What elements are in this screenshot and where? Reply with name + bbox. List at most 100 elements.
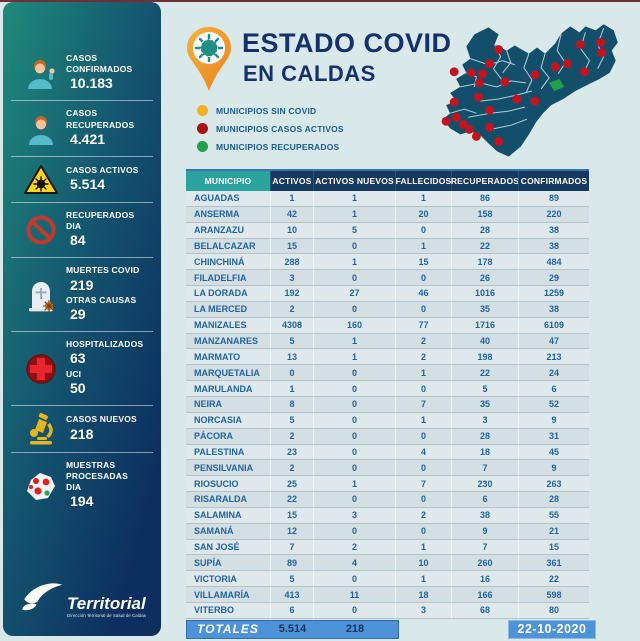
stat-casos-confirmados: CASOS CONFIRMADOS 10.183 <box>11 46 153 102</box>
value-cell: 21 <box>518 523 589 540</box>
stats-sidebar: CASOS CONFIRMADOS 10.183 CASOS RECUPERADO… <box>3 2 161 636</box>
stat-casos-activos: CASOS ACTIVOS 5.514 <box>11 157 153 203</box>
page-title: ESTADO COVID <box>242 28 452 58</box>
warning-virus-icon <box>23 164 59 195</box>
tombstone-icon <box>23 277 59 313</box>
table-row: NEIRA 8 0 7 35 52 <box>186 396 589 413</box>
person-recovered-icon <box>23 113 59 145</box>
stat-muestras-procesadas-dia: MUESTRAS PROCESADAS DIA 194 <box>11 453 153 519</box>
table-row: CHINCHINÁ 288 1 15 178 484 <box>186 254 589 271</box>
table-row: PÁCORA 2 0 0 28 31 <box>186 428 589 445</box>
table-row: SAN JOSÉ 7 2 1 7 15 <box>186 539 589 556</box>
value-cell: 1 <box>395 191 451 207</box>
value-cell: 35 <box>451 301 518 318</box>
table-row: MARULANDA 1 0 0 5 6 <box>186 381 589 397</box>
value-cell: 0 <box>395 428 451 445</box>
stat-value: 194 <box>70 493 94 510</box>
territorial-swoosh-icon <box>19 579 65 618</box>
value-cell: 26 <box>451 270 518 287</box>
value-cell: 2 <box>270 460 313 477</box>
value-cell: 0 <box>313 523 395 540</box>
value-cell: 1 <box>313 254 395 271</box>
legend-label: MUNICIPIOS SIN COVID <box>216 105 317 116</box>
value-cell: 0 <box>313 412 395 429</box>
table-row: MARQUETALIA 0 0 1 22 24 <box>186 365 589 382</box>
value-cell: 1 <box>313 476 395 493</box>
stat-label: HOSPITALIZADOS <box>66 339 144 350</box>
stat-casos-nuevos: CASOS NUEVOS 218 <box>11 406 153 454</box>
legend-item-municipios-casos-activos: MUNICIPIOS CASOS ACTIVOS <box>197 123 344 134</box>
value-cell: 213 <box>518 349 589 366</box>
value-cell: 28 <box>451 222 518 239</box>
value-cell: 80 <box>518 602 589 619</box>
legend-label: MUNICIPIOS CASOS ACTIVOS <box>216 123 344 134</box>
brand-tagline: Dirección Territorial de Salud de Caldas <box>67 613 146 618</box>
value-cell: 89 <box>270 555 313 572</box>
value-cell: 0 <box>313 270 395 287</box>
municipio-cell: VITERBO <box>186 602 270 619</box>
municipio-cell: CHINCHINÁ <box>186 254 270 271</box>
stat-casos-recuperados: CASOS RECUPERADOS 4.421 <box>11 101 153 157</box>
municipios-sin-covid-dot-icon <box>197 105 208 116</box>
municipio-cell: RIOSUCIO <box>186 476 270 493</box>
table-row: LA MERCED 2 0 0 35 38 <box>186 301 589 318</box>
value-cell: 0 <box>313 571 395 588</box>
value-cell: 1259 <box>518 286 589 302</box>
municipio-cell: PALESTINA <box>186 444 270 461</box>
value-cell: 2 <box>395 349 451 366</box>
stat-hospitalizados: HOSPITALIZADOS 63 UCI 50 <box>11 332 153 407</box>
value-cell: 15 <box>270 507 313 524</box>
stat-value: 218 <box>70 425 94 442</box>
recovered-municipality-patch <box>549 78 565 91</box>
value-cell: 0 <box>313 301 395 318</box>
value-cell: 12 <box>270 523 313 540</box>
value-cell: 2 <box>395 333 451 350</box>
value-cell: 7 <box>395 476 451 493</box>
municipio-cell: MANIZALES <box>186 317 270 334</box>
value-cell: 0 <box>313 602 395 619</box>
stat-value: 84 <box>70 232 86 249</box>
value-cell: 598 <box>518 587 589 603</box>
table-row: VITERBO 6 0 3 68 80 <box>186 602 589 619</box>
value-cell: 20 <box>395 206 451 223</box>
stat-value: 29 <box>70 305 86 322</box>
table-row: NORCASIA 5 0 1 3 9 <box>186 412 589 429</box>
value-cell: 1 <box>395 412 451 429</box>
municipio-cell: MANZANARES <box>186 333 270 350</box>
table-header-row: MUNICIPIO ACTIVOS ACTIVOS NUEVOS FALLECIDOS… <box>186 169 589 191</box>
value-cell: 0 <box>313 381 395 397</box>
value-cell: 25 <box>270 476 313 493</box>
table-row: RISARALDA 22 0 0 6 28 <box>186 492 589 508</box>
value-cell: 198 <box>451 349 518 366</box>
value-cell: 22 <box>270 492 313 508</box>
value-cell: 10 <box>270 222 313 239</box>
value-cell: 263 <box>518 476 589 493</box>
stat-label: UCI <box>66 368 82 379</box>
value-cell: 27 <box>313 286 395 302</box>
value-cell: 10 <box>395 555 451 572</box>
table-row: PENSILVANIA 2 0 0 7 9 <box>186 460 589 477</box>
table-row: BELALCAZAR 15 0 1 22 38 <box>186 238 589 255</box>
table-row: RIOSUCIO 25 1 7 230 263 <box>186 476 589 493</box>
value-cell: 0 <box>395 460 451 477</box>
value-cell: 0 <box>313 396 395 413</box>
value-cell: 1 <box>395 571 451 588</box>
municipio-cell: LA MERCED <box>186 301 270 318</box>
value-cell: 28 <box>518 492 589 508</box>
value-cell: 55 <box>518 507 589 524</box>
table-row: ANSERMA 42 1 20 158 220 <box>186 206 589 223</box>
municipio-cell: VICTORIA <box>186 571 270 588</box>
value-cell: 7 <box>451 539 518 556</box>
value-cell: 1 <box>313 206 395 223</box>
stat-value: 219 <box>70 276 94 293</box>
value-cell: 288 <box>270 254 313 271</box>
legend-item-municipios-recuperados: MUNICIPIOS RECUPERADOS <box>197 141 344 152</box>
value-cell: 6 <box>270 602 313 619</box>
value-cell: 18 <box>451 444 518 461</box>
table-row: SUPÍA 89 4 10 260 361 <box>186 555 589 572</box>
microscope-icon <box>23 413 59 445</box>
value-cell: 3 <box>451 412 518 429</box>
municipio-cell: AGUADAS <box>186 191 270 207</box>
value-cell: 5 <box>451 381 518 397</box>
table-row: PALESTINA 23 0 4 18 45 <box>186 444 589 461</box>
